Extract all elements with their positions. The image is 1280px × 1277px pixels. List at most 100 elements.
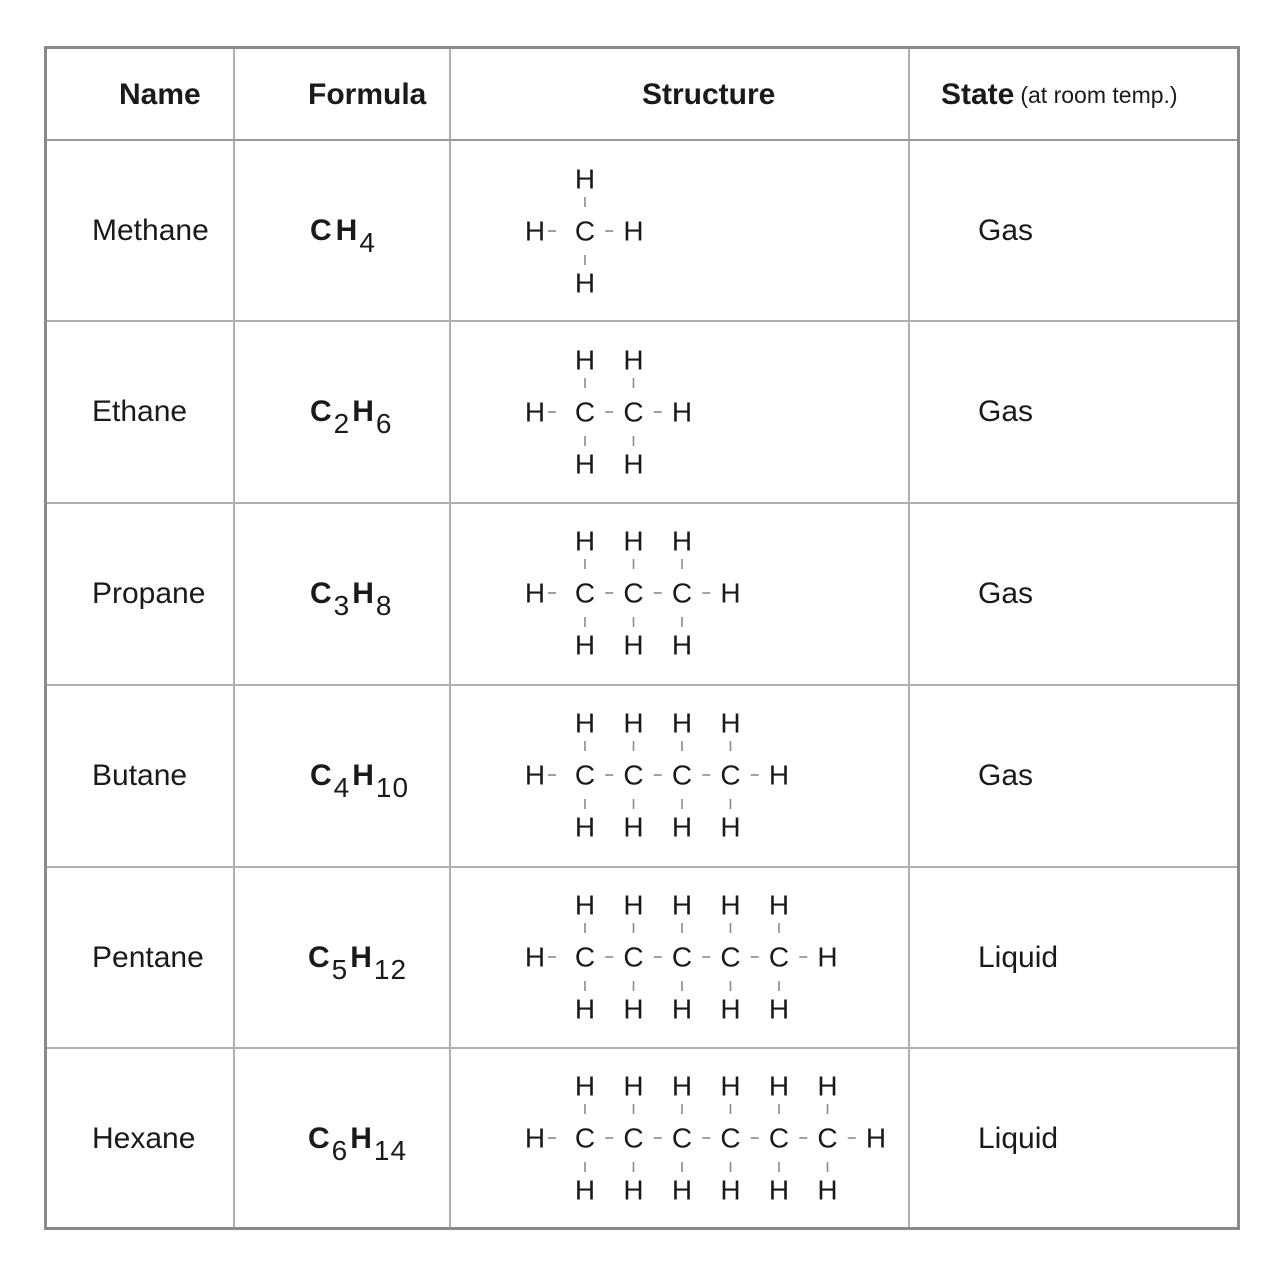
hydrogen-atom: H xyxy=(672,1175,692,1206)
carbon-atom: C xyxy=(672,578,692,609)
row-name: Propane xyxy=(92,504,205,684)
formula-carbon: C xyxy=(310,577,333,610)
formula-hydrogen-subscript: 6 xyxy=(375,408,393,439)
header-structure-label: Structure xyxy=(642,78,776,111)
hydrogen-atom: H xyxy=(525,578,545,609)
header-formula-label: Formula xyxy=(308,78,427,111)
formula-hydrogen-subscript: 14 xyxy=(373,1135,408,1166)
hydrogen-atom: H xyxy=(525,942,545,973)
row-divider xyxy=(47,866,1237,868)
row-name: Pentane xyxy=(92,868,204,1048)
carbon-atom: C xyxy=(720,760,740,791)
hydrogen-atom: H xyxy=(672,1071,692,1102)
carbon-atom: C xyxy=(623,578,643,609)
hydrogen-atom: H xyxy=(525,216,545,247)
formula-carbon: C xyxy=(310,395,333,428)
hydrogen-atom: H xyxy=(525,397,545,428)
hydrogen-atom: H xyxy=(817,1175,837,1206)
hydrogen-atom: H xyxy=(672,890,692,921)
formula-hydrogen: H xyxy=(352,759,375,792)
hydrogen-atom: H xyxy=(575,1071,595,1102)
hydrogen-atom: H xyxy=(575,164,595,195)
row-divider xyxy=(47,684,1237,686)
header-state-note: (at room temp.) xyxy=(1020,81,1178,108)
row-name: Butane xyxy=(92,686,187,866)
carbon-atom: C xyxy=(575,1123,595,1154)
hydrogen-atom: H xyxy=(575,526,595,557)
hydrogen-atom: H xyxy=(672,708,692,739)
hydrogen-atom: H xyxy=(769,760,789,791)
alkane-name: Butane xyxy=(92,759,188,792)
hydrogen-atom: H xyxy=(672,526,692,557)
alkane-name: Propane xyxy=(92,577,206,610)
hydrogen-atom: H xyxy=(623,1071,643,1102)
hydrogen-atom: H xyxy=(525,760,545,791)
hydrogen-atom: H xyxy=(575,812,595,843)
hydrogen-atom: H xyxy=(575,890,595,921)
hydrogen-atom: H xyxy=(866,1123,886,1154)
carbon-atom: C xyxy=(720,942,740,973)
hydrogen-atom: H xyxy=(672,397,692,428)
row-divider xyxy=(47,502,1237,504)
hydrogen-atom: H xyxy=(623,630,643,661)
hydrogen-atom: H xyxy=(720,890,740,921)
formula-hydrogen: H xyxy=(335,214,359,247)
alkane-name: Pentane xyxy=(92,941,204,974)
carbon-atom: C xyxy=(575,942,595,973)
formula-carbon: C xyxy=(310,759,333,792)
formula-hydrogen-subscript: 10 xyxy=(375,772,410,803)
header-state: State (at room temp.) xyxy=(941,49,1178,141)
row-state: Liquid xyxy=(978,1049,1058,1229)
hydrogen-atom: H xyxy=(672,630,692,661)
hydrogen-atom: H xyxy=(525,1123,545,1154)
hydrogen-atom: H xyxy=(720,708,740,739)
header-formula: Formula xyxy=(308,49,426,141)
hydrogen-atom: H xyxy=(623,1175,643,1206)
hydrogen-atom: H xyxy=(623,449,643,480)
formula-carbon-subscript: 6 xyxy=(331,1135,349,1166)
hydrogen-atom: H xyxy=(623,812,643,843)
hydrogen-atom: H xyxy=(575,1175,595,1206)
formula-hydrogen: H xyxy=(350,1122,373,1155)
formula-hydrogen-subscript: 8 xyxy=(375,590,393,621)
row-state: Gas xyxy=(978,141,1033,321)
carbon-atom: C xyxy=(672,942,692,973)
header-name-label: Name xyxy=(119,78,201,111)
hydrogen-atom: H xyxy=(623,345,643,376)
hydrogen-atom: H xyxy=(623,216,643,247)
carbon-atom: C xyxy=(575,760,595,791)
header-name: Name xyxy=(119,49,201,141)
hydrogen-atom: H xyxy=(817,1071,837,1102)
row-formula: C 4 H 10 xyxy=(310,686,411,866)
row-divider xyxy=(47,1047,1237,1049)
hydrogen-atom: H xyxy=(720,1175,740,1206)
hydrogen-atom: H xyxy=(623,708,643,739)
formula-hydrogen-subscript: 12 xyxy=(373,954,408,985)
hydrogen-atom: H xyxy=(769,1071,789,1102)
column-divider xyxy=(908,49,910,1227)
formula-carbon-subscript: 4 xyxy=(333,772,351,803)
hydrogen-atom: H xyxy=(575,708,595,739)
carbon-atom: C xyxy=(720,1123,740,1154)
carbon-atom: C xyxy=(575,578,595,609)
alkanes-table: Name Formula Structure State (at room te… xyxy=(44,46,1240,1230)
alkane-name: Ethane xyxy=(92,395,188,428)
hydrogen-atom: H xyxy=(575,449,595,480)
formula-carbon: C xyxy=(308,941,331,974)
hydrogen-atom: H xyxy=(575,630,595,661)
state-value: Gas xyxy=(978,214,1034,247)
hydrogen-atom: H xyxy=(575,994,595,1025)
hydrogen-atom: H xyxy=(720,1071,740,1102)
hydrogen-atom: H xyxy=(623,526,643,557)
hydrogen-atom: H xyxy=(720,994,740,1025)
hydrogen-atom: H xyxy=(672,994,692,1025)
row-name: Hexane xyxy=(92,1049,195,1229)
carbon-atom: C xyxy=(672,760,692,791)
formula-hydrogen: H xyxy=(352,577,375,610)
row-name: Methane xyxy=(92,141,209,321)
row-state: Gas xyxy=(978,686,1033,866)
hydrogen-atom: H xyxy=(720,812,740,843)
